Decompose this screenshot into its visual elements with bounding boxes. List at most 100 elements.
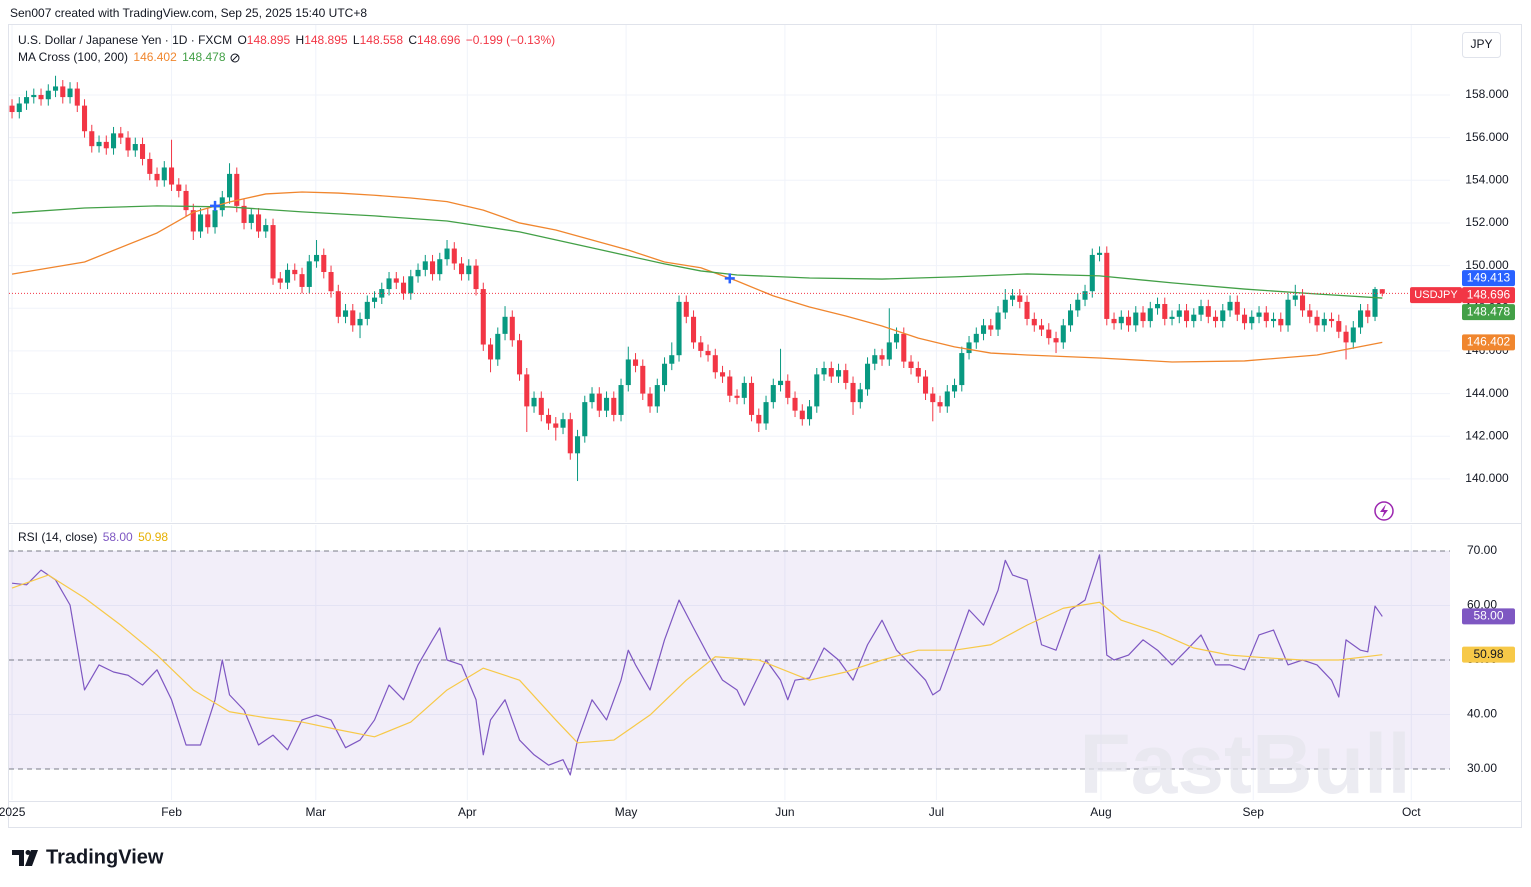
candle-body xyxy=(1133,312,1139,326)
candle-body xyxy=(922,376,929,394)
rsi-value: 58.00 xyxy=(103,530,133,544)
logo-dot xyxy=(25,850,31,855)
candle-body xyxy=(814,374,820,407)
candle-body xyxy=(596,393,602,411)
candle-body xyxy=(632,359,639,366)
currency: JPY xyxy=(1470,37,1492,51)
candle-body xyxy=(930,393,936,403)
y-tick-label: 40.00 xyxy=(1467,707,1497,721)
ma-title: MA Cross (100, 200) xyxy=(18,50,128,64)
y-tick-label: 150.000 xyxy=(1465,258,1509,272)
candle-body xyxy=(89,131,95,147)
candle-body xyxy=(1307,310,1313,317)
candle-body xyxy=(1118,316,1124,324)
candle-body xyxy=(81,105,88,132)
candle-body xyxy=(1379,289,1385,294)
logo-mark xyxy=(25,850,38,866)
ohlc-letter: H xyxy=(296,33,305,47)
candle-body xyxy=(52,86,59,91)
candle-body xyxy=(516,340,523,375)
candle-body xyxy=(872,355,878,364)
candle-body xyxy=(690,316,697,343)
candle-body xyxy=(415,269,421,277)
open-value: 148.895 xyxy=(247,33,291,47)
candle-body xyxy=(255,214,262,232)
candle-body xyxy=(284,269,291,283)
candle-body xyxy=(582,402,588,437)
candle-body xyxy=(408,276,414,294)
candle-body xyxy=(9,105,15,113)
hide-icon-slash xyxy=(231,54,239,62)
y-tick-label: 140.000 xyxy=(1465,471,1509,485)
x-tick-label: Feb xyxy=(161,805,182,819)
candle-body xyxy=(31,94,37,98)
candle-body xyxy=(843,370,849,383)
rsi-ma-line xyxy=(11,574,1383,744)
price-tag-label: 58.00 xyxy=(1473,609,1503,623)
candle-body xyxy=(966,342,972,354)
brand-name: TradingView xyxy=(46,846,164,868)
candle-body xyxy=(560,419,566,428)
candle-body xyxy=(371,297,378,302)
ma-legend: MA Cross (100, 200) 146.402 148.478 xyxy=(18,50,226,64)
y-tick-label: 60.00 xyxy=(1467,598,1497,612)
x-tick-label: Sep xyxy=(1243,805,1265,819)
candle-body xyxy=(1038,325,1045,330)
candle-body xyxy=(973,333,979,343)
candle-body xyxy=(1096,252,1103,255)
candle-body xyxy=(669,355,675,364)
candle-body xyxy=(799,410,805,420)
candle-body xyxy=(567,419,573,454)
candle-body xyxy=(1198,306,1204,315)
candle-body xyxy=(45,90,51,100)
candle-body xyxy=(835,370,842,377)
header: Sen007 created with TradingView.com, Sep… xyxy=(10,6,367,20)
candle-body xyxy=(748,382,755,415)
candle-body xyxy=(1372,289,1378,317)
candle-body xyxy=(1067,310,1074,326)
candle-body xyxy=(1154,304,1161,309)
candle-body xyxy=(1241,314,1248,324)
candle-body xyxy=(1350,327,1356,343)
candle-body xyxy=(937,402,943,407)
candle-body xyxy=(226,173,233,198)
candle-body xyxy=(770,385,776,403)
candle-body xyxy=(1292,295,1298,300)
candle-body xyxy=(132,144,138,151)
candle-body xyxy=(1075,299,1081,311)
y-tick-label: 156.000 xyxy=(1465,130,1509,144)
candle-body xyxy=(509,316,515,341)
candle-body xyxy=(1321,318,1327,326)
candle-body xyxy=(741,382,747,398)
axes: 2025 Feb Mar Apr May Jun Jul Aug Sep Oct 140.000 14… xyxy=(0,87,1515,819)
logo-mark xyxy=(12,850,24,866)
symbol-title: U.S. Dollar / Japanese Yen · 1D · FXCM xyxy=(18,33,232,47)
candle-body xyxy=(1046,329,1052,339)
candle-body xyxy=(1111,318,1117,324)
candle-body xyxy=(292,269,298,275)
candle-body xyxy=(502,316,508,334)
high-value: 148.895 xyxy=(304,33,348,47)
alert-icon[interactable] xyxy=(1374,501,1394,521)
candle-body xyxy=(531,397,537,407)
candle-body xyxy=(1104,252,1110,319)
candle-body xyxy=(727,376,733,396)
candle-body xyxy=(1140,312,1146,322)
candle-body xyxy=(574,436,581,454)
candle-body xyxy=(980,325,987,334)
candle-body xyxy=(176,184,182,191)
candle-body xyxy=(1089,254,1095,292)
candle-body xyxy=(654,385,660,407)
currency-button[interactable] xyxy=(1462,32,1501,58)
candle-body xyxy=(212,210,218,228)
watermark: FastBull xyxy=(1079,717,1410,811)
visibility-icon[interactable] xyxy=(230,53,240,63)
candle-body xyxy=(364,301,370,319)
candle-body xyxy=(400,282,407,294)
candle-body xyxy=(110,133,117,149)
hide-icon[interactable] xyxy=(230,53,240,63)
candle-body xyxy=(1249,316,1255,324)
candle-body xyxy=(785,380,791,398)
candle-body xyxy=(190,210,196,232)
cross-marker xyxy=(210,200,221,211)
